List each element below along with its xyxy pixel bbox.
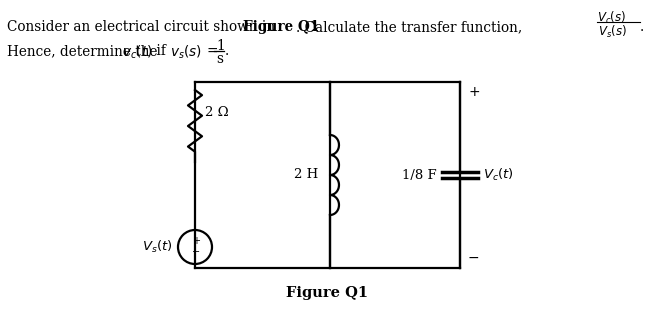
Text: −: − (468, 251, 480, 265)
Text: $v_c(t)$: $v_c(t)$ (122, 44, 153, 62)
Text: $V_c(t)$: $V_c(t)$ (483, 167, 514, 183)
Text: Hence, determine the: Hence, determine the (7, 44, 162, 58)
Text: 2 Ω: 2 Ω (205, 106, 228, 118)
Text: +: + (468, 85, 480, 99)
Text: s: s (216, 52, 223, 66)
Text: $=$: $=$ (200, 44, 219, 58)
Text: +: + (192, 236, 200, 246)
Text: $v_s(s)$: $v_s(s)$ (170, 44, 202, 62)
Text: $V_c(s)$: $V_c(s)$ (597, 10, 626, 26)
Text: .: . (225, 44, 229, 58)
Text: Figure Q1: Figure Q1 (243, 20, 320, 34)
Text: if: if (152, 44, 170, 58)
Text: 1: 1 (216, 39, 224, 53)
Text: . Calculate the transfer function,: . Calculate the transfer function, (296, 20, 522, 34)
Text: −: − (192, 247, 200, 257)
Text: Consider an electrical circuit shown in: Consider an electrical circuit shown in (7, 20, 279, 34)
Text: 1/8 F: 1/8 F (403, 168, 437, 182)
Text: Figure Q1: Figure Q1 (287, 286, 368, 300)
Text: .: . (640, 20, 645, 34)
Text: $V_s(t)$: $V_s(t)$ (143, 239, 173, 255)
Text: $V_s(s)$: $V_s(s)$ (598, 24, 627, 40)
Text: 2 H: 2 H (293, 168, 318, 182)
